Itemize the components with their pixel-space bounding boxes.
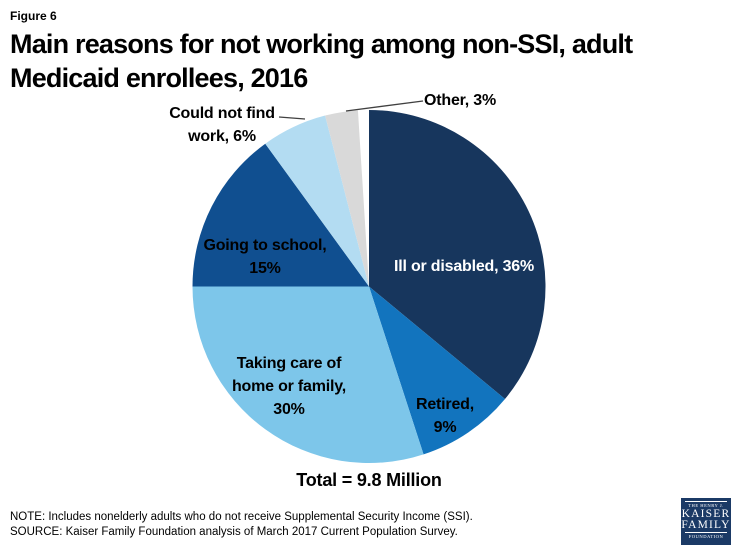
pie-label-other: Other, 3% — [424, 92, 497, 109]
note-text: NOTE: Includes nonelderly adults who do … — [10, 511, 473, 523]
pie-slice-going-to-school — [192, 143, 369, 287]
leader-line-could-not-find-work — [278, 116, 306, 120]
kff-logo-kaiser: KAISER — [681, 508, 731, 520]
kff-logo-henry-j: THE HENRY J. — [685, 501, 727, 508]
pie-slice-retired — [369, 286, 505, 455]
pie-label-taking-care-of-home-or-family: Taking care of home or family, 30% — [231, 355, 347, 418]
kff-logo-foundation: FOUNDATION — [685, 532, 727, 539]
source-text: SOURCE: Kaiser Family Foundation analysi… — [10, 526, 458, 538]
kff-logo: THE HENRY J. KAISER FAMILY FOUNDATION — [681, 498, 731, 545]
kff-logo-family: FAMILY — [681, 518, 731, 531]
pie-slice-taking-care-of-home-or-family — [192, 286, 424, 463]
pie-slice-ill-or-disabled — [369, 110, 546, 400]
total-label: Total = 9.8 Million — [296, 470, 442, 490]
figure-label: Figure 6 — [10, 9, 57, 23]
page-title-line-2: Medicaid enrollees, 2016 — [10, 63, 308, 93]
pie-label-ill-or-disabled: Ill or disabled, 36% — [393, 258, 535, 275]
page-title-line-1: Main reasons for not working among non-S… — [10, 29, 633, 59]
leader-line-other — [345, 100, 424, 112]
pie-label-could-not-find-work: Could not find work, 6% — [169, 105, 275, 145]
pie-slice-could-not-find-work — [265, 115, 369, 287]
page-title: Main reasons for not working among non-S… — [10, 27, 670, 95]
pie-label-going-to-school: Going to school, 15% — [203, 237, 327, 277]
pie-label-retired: Retired, 9% — [416, 396, 474, 436]
pie-slice-other — [325, 110, 369, 287]
